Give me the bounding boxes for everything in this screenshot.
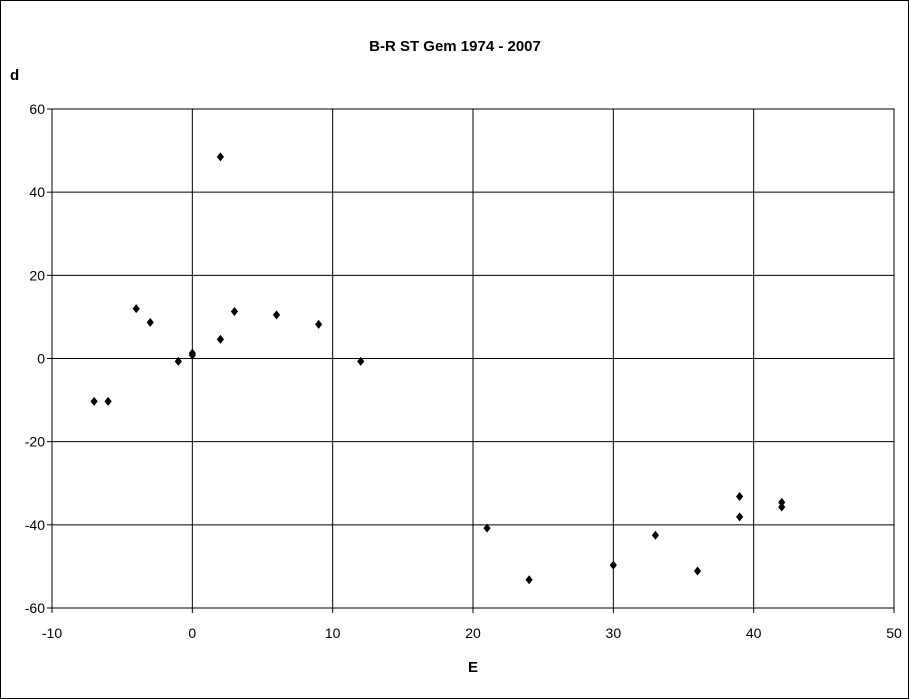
- data-point: [188, 350, 196, 360]
- data-point: [736, 492, 744, 502]
- data-point: [230, 307, 239, 317]
- y-tick-labels: -60 -40 -20 0 20 40 60: [25, 101, 52, 616]
- data-point: [651, 530, 660, 540]
- y-tick-label: 60: [29, 101, 45, 117]
- x-tick-label: 50: [886, 625, 902, 641]
- data-points: [90, 152, 786, 585]
- data-point: [778, 497, 786, 507]
- y-tick-label: -60: [25, 600, 45, 616]
- data-point: [483, 523, 491, 533]
- y-tick-label: -20: [25, 434, 45, 450]
- data-point: [525, 575, 533, 585]
- y-tick-label: 20: [29, 267, 45, 283]
- x-tick-labels: -10 0 10 20 30 40 50: [42, 608, 902, 641]
- y-tick-label: 40: [29, 184, 45, 200]
- chart-title: B-R ST Gem 1974 - 2007: [369, 38, 541, 55]
- data-point: [778, 502, 786, 512]
- data-point: [132, 304, 140, 314]
- data-point: [315, 319, 323, 329]
- data-point: [736, 512, 744, 522]
- y-tick-label: 0: [37, 351, 45, 367]
- data-point: [272, 310, 281, 320]
- x-tick-label: 40: [746, 625, 762, 641]
- x-tick-label: 20: [465, 625, 481, 641]
- y-axis-label: d: [10, 67, 19, 84]
- x-tick-label: -10: [42, 625, 62, 641]
- data-point: [609, 560, 617, 570]
- data-point: [216, 334, 224, 344]
- data-point: [174, 356, 182, 366]
- x-axis-label: E: [468, 659, 478, 676]
- data-point: [104, 396, 112, 406]
- data-point: [216, 152, 224, 162]
- y-tick-label: -40: [25, 517, 45, 533]
- x-tick-label: 10: [325, 625, 341, 641]
- data-point: [693, 566, 702, 576]
- data-point: [146, 317, 154, 327]
- x-tick-label: 30: [606, 625, 622, 641]
- data-point: [90, 396, 98, 406]
- data-point: [357, 356, 365, 366]
- x-tick-label: 0: [188, 625, 196, 641]
